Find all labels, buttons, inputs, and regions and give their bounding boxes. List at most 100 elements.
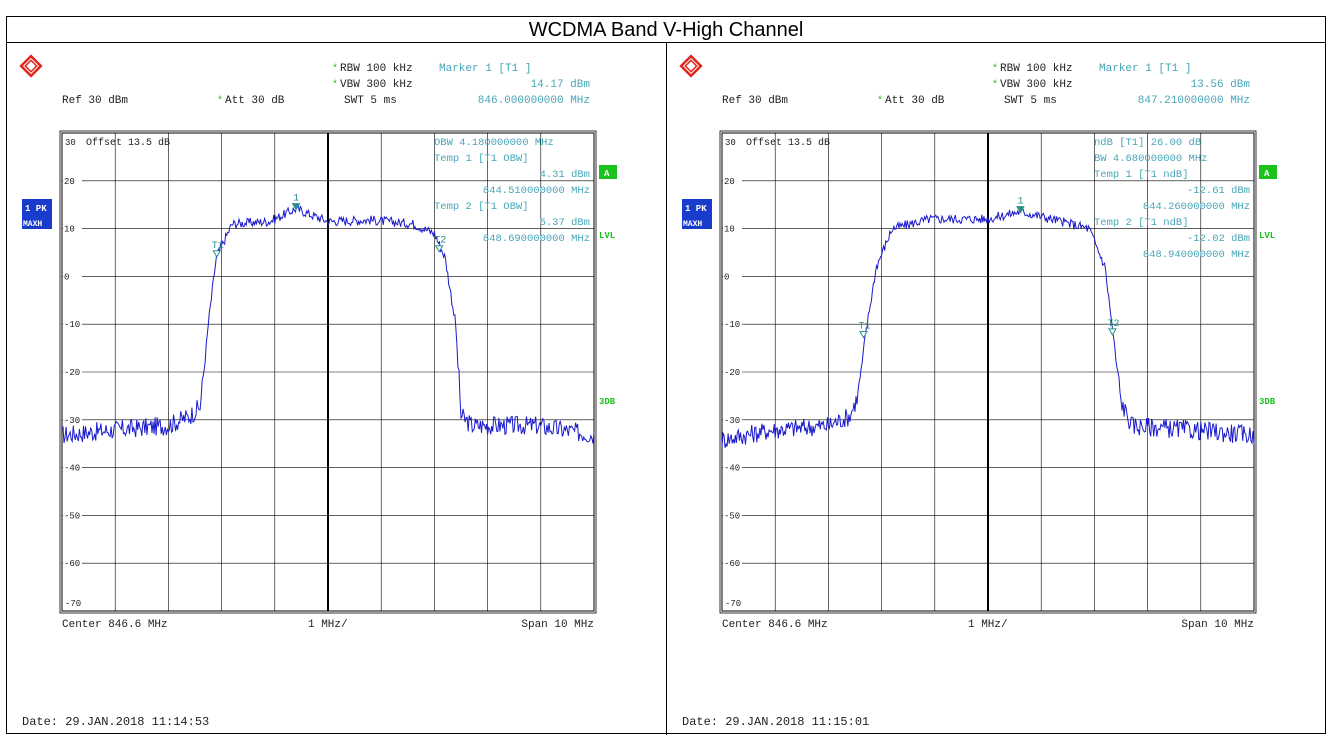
rohde-schwarz-logo-icon [679, 54, 703, 78]
y-tick-label: 20 [724, 177, 735, 187]
vbw-coupled-star: * [332, 79, 338, 91]
y-tick-label-bg [723, 366, 742, 377]
y-tick-label: -50 [724, 511, 740, 521]
readout-line: Temp 2 [T1 ndB] [1094, 217, 1189, 229]
rbw-coupled-star: * [332, 63, 338, 75]
y-tick-label: 0 [64, 272, 69, 282]
y-tick-label-bg [63, 174, 82, 186]
vbw-setting: VBW 300 kHz [1000, 79, 1073, 91]
y-tick-label: -70 [725, 599, 741, 609]
marker-t1-label: T1 [212, 241, 224, 252]
trigger-badge-label: A [1264, 169, 1270, 179]
readout-line: Temp 1 [T1 ndB] [1094, 169, 1189, 181]
y-tick-label: -20 [64, 368, 80, 378]
rohde-schwarz-logo-icon [19, 54, 43, 78]
detector-badge [22, 215, 52, 229]
panel-divider [666, 43, 667, 735]
readout-line: BW 4.680000000 MHz [1094, 153, 1207, 165]
attenuation-setting: Att 30 dB [885, 95, 945, 107]
y-tick-label-bg [723, 509, 742, 521]
marker-triangle-icon [1108, 328, 1117, 336]
y-tick-label-bg [723, 222, 742, 234]
marker-t2-label: T2 [434, 236, 446, 247]
rbw-coupled-star: * [992, 63, 998, 75]
y-tick-label-bg [723, 174, 742, 186]
timestamp-right: Date: 29.JAN.2018 11:15:01 [682, 715, 870, 729]
y-tick-label-bg [723, 413, 742, 425]
readout-line: -12.61 dBm [1187, 185, 1250, 197]
trace-badge-label: 1 PK [685, 204, 707, 214]
y-tick-label: -30 [64, 416, 80, 426]
spectrum-panel-left: * RBW 100 kHz * VBW 300 kHz Ref 30 dBm * Att 3… [7, 44, 665, 734]
marker-triangle-icon [859, 331, 868, 339]
marker-label: Marker 1 [T1 ] [439, 63, 531, 75]
frequency-per-division: 1 MHz/ [968, 619, 1008, 631]
rbw-setting: RBW 100 kHz [1000, 63, 1073, 75]
vbw-coupled-star: * [992, 79, 998, 91]
trace-badge-label: 1 PK [25, 204, 47, 214]
y-tick-label-bg [63, 509, 82, 521]
center-frequency: Center 846.6 MHz [722, 619, 828, 631]
trigger-badge [1259, 165, 1277, 179]
y-tick-label: -10 [724, 320, 740, 330]
y-tick-label-bg [63, 557, 82, 569]
marker-frequency: 846.000000000 MHz [478, 95, 590, 107]
readout-line: ndB [T1] 26.00 dB [1094, 137, 1201, 149]
detector-badge [682, 215, 712, 229]
spectrum-panel-right: * RBW 100 kHz * VBW 300 kHz Ref 30 dBm * Att 3… [667, 44, 1325, 734]
y-tick-label-bg [63, 318, 82, 330]
y-tick-label: -40 [724, 464, 740, 474]
marker-1-label: 1 [293, 194, 299, 205]
att-coupled-star: * [217, 95, 223, 107]
plot-outer-border [719, 130, 1257, 614]
detector-badge-label: MAXH [683, 220, 702, 229]
y-tick-label: -50 [64, 511, 80, 521]
plot-outer-border [59, 130, 597, 614]
trace-badge [22, 199, 52, 215]
readout-line: 4.31 dBm [540, 169, 590, 181]
y-tick-label-bg [63, 222, 82, 234]
y-tick-label: 0 [724, 272, 729, 282]
y-tick-label-bg [63, 461, 82, 473]
marker-triangle-icon [1016, 206, 1025, 214]
trigger-badge [599, 165, 617, 179]
y-tick-label: 20 [64, 177, 75, 187]
y-tick-label: -10 [64, 320, 80, 330]
frequency-per-division: 1 MHz/ [308, 619, 348, 631]
span-setting: Span 10 MHz [1181, 619, 1254, 631]
readout-line: 848.690000000 MHz [483, 233, 590, 245]
trace-badge [682, 199, 712, 215]
att-coupled-star: * [877, 95, 883, 107]
marker-t1-label: T1 [859, 322, 871, 333]
trigger-badge-label: A [604, 169, 610, 179]
readout-line: 5.37 dBm [540, 217, 590, 229]
marker-t2-label: T2 [1107, 319, 1119, 330]
marker-1-label: 1 [1017, 197, 1023, 208]
marker-level: 14.17 dBm [531, 79, 591, 91]
db-label: 3DB [1259, 397, 1276, 407]
marker-triangle-icon [212, 250, 222, 258]
y-tick-label-bg [723, 318, 742, 330]
center-frequency: Center 846.6 MHz [62, 619, 168, 631]
y-tick-label: 10 [64, 225, 75, 235]
y-tick-label-bg [723, 270, 742, 282]
y-tick-label: -70 [65, 599, 81, 609]
readout-line: Temp 1 [T1 OBW] [434, 153, 529, 165]
screenshot-frame: WCDMA Band V-High Channel * RBW 100 kHz * V… [6, 16, 1326, 735]
readout-line: 848.940000000 MHz [1143, 249, 1250, 261]
level-label: LVL [599, 231, 615, 241]
y-tick-label-bg [723, 557, 742, 569]
y-tick-label: 30 [725, 138, 736, 148]
y-tick-label: -60 [64, 559, 80, 569]
span-setting: Span 10 MHz [521, 619, 594, 631]
ref-level: Ref 30 dBm [62, 95, 128, 107]
page-title: WCDMA Band V-High Channel [7, 17, 1325, 43]
readout-line: Temp 2 [T1 OBW] [434, 201, 529, 213]
vbw-setting: VBW 300 kHz [340, 79, 413, 91]
readout-line: OBW 4.180000000 MHz [434, 137, 554, 149]
marker-label: Marker 1 [T1 ] [1099, 63, 1191, 75]
readout-line: 844.260000000 MHz [1143, 201, 1250, 213]
y-tick-label: -30 [724, 416, 740, 426]
